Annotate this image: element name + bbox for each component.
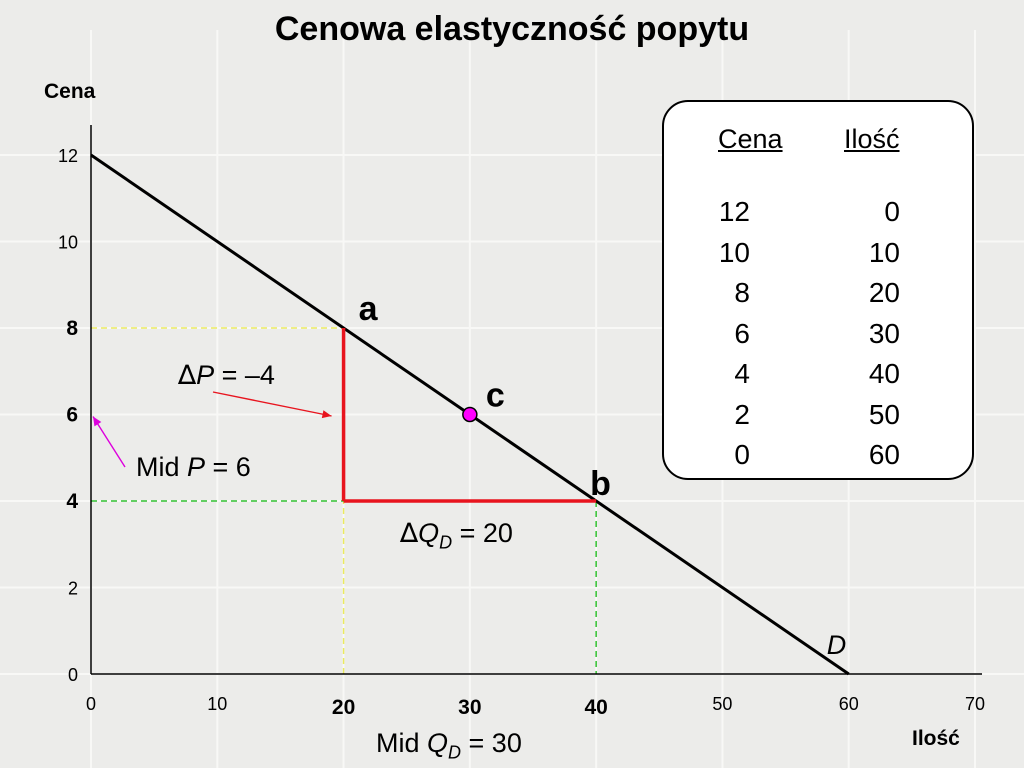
table-cell-price: 10 — [718, 236, 750, 268]
table-cell-quantity: 40 — [868, 358, 900, 389]
x-tick-label: 60 — [839, 694, 859, 714]
table-cell-price: 6 — [734, 317, 750, 349]
x-tick-label: 30 — [458, 696, 481, 719]
table-header-price: Cena — [718, 124, 783, 154]
axes — [90, 125, 982, 675]
delta-segments — [341, 328, 597, 503]
x-tick-label: 20 — [332, 696, 355, 719]
table-cell-quantity: 20 — [868, 277, 900, 308]
table-cell-price: 8 — [734, 277, 750, 308]
y-tick-label: 6 — [66, 404, 78, 427]
table-row: 10 10 — [664, 237, 972, 277]
table-row: 8 20 — [664, 277, 972, 317]
point-label-a: a — [359, 290, 379, 328]
x-tick-label: 40 — [584, 696, 607, 719]
table-row: 6 30 — [664, 318, 972, 358]
x-tick-label: 0 — [86, 694, 96, 714]
y-tick-label: 10 — [58, 233, 78, 253]
midpoint-c-marker — [462, 406, 478, 423]
table-cell-quantity: 50 — [868, 398, 900, 430]
table-cell-price: 0 — [734, 439, 750, 470]
point-label-b: b — [590, 465, 611, 503]
delta-qd-annotation: ∆QD = 20 — [400, 518, 513, 553]
mid-p-arrow-head — [93, 416, 102, 427]
arrows — [92, 391, 332, 468]
mid-qd-annotation: Mid QD = 30 — [376, 728, 522, 763]
table-cell-quantity: 30 — [868, 317, 900, 349]
mid-p-annotation: Mid P = 6 — [136, 452, 251, 482]
table-cell-price: 4 — [734, 358, 750, 389]
delta-p-arrow-head — [321, 410, 332, 419]
mid-p-arrow-shaft — [92, 416, 126, 468]
table-cell-quantity: 60 — [868, 439, 900, 470]
x-tick-label: 70 — [965, 694, 985, 714]
table-cell-quantity: 0 — [884, 196, 900, 227]
y-tick-label: 2 — [68, 579, 78, 599]
point-label-c: c — [486, 377, 505, 415]
delta-p-annotation: ∆P = –4 — [178, 360, 275, 391]
table-row: 0 60 — [664, 439, 972, 479]
demand-table: Cena Ilość 12 0 10 10 8 20 6 30 4 40 2 50 0 60 — [662, 100, 974, 480]
curve-label: D — [827, 630, 847, 660]
table-cell-quantity: 10 — [868, 236, 900, 268]
table-cell-price: 12 — [718, 196, 750, 227]
table-row: 2 50 — [664, 399, 972, 439]
page-title: Cenowa elastyczność popytu — [274, 10, 750, 48]
table-header-quantity: Ilość — [844, 124, 900, 154]
x-tick-label: 10 — [207, 694, 227, 714]
x-axis-label: Ilość — [912, 727, 960, 750]
y-tick-label: 4 — [66, 490, 78, 513]
table-row: 4 40 — [664, 358, 972, 398]
table-row: 12 0 — [664, 196, 972, 236]
y-tick-label: 12 — [58, 146, 78, 166]
y-tick-label: 8 — [66, 317, 78, 340]
points: a b c — [359, 290, 611, 503]
x-tick-label: 50 — [712, 694, 732, 714]
delta-p-arrow-shaft — [212, 391, 332, 417]
y-axis-label: Cena — [44, 80, 96, 103]
table-cell-price: 2 — [734, 398, 750, 430]
y-tick-label: 0 — [68, 665, 78, 685]
